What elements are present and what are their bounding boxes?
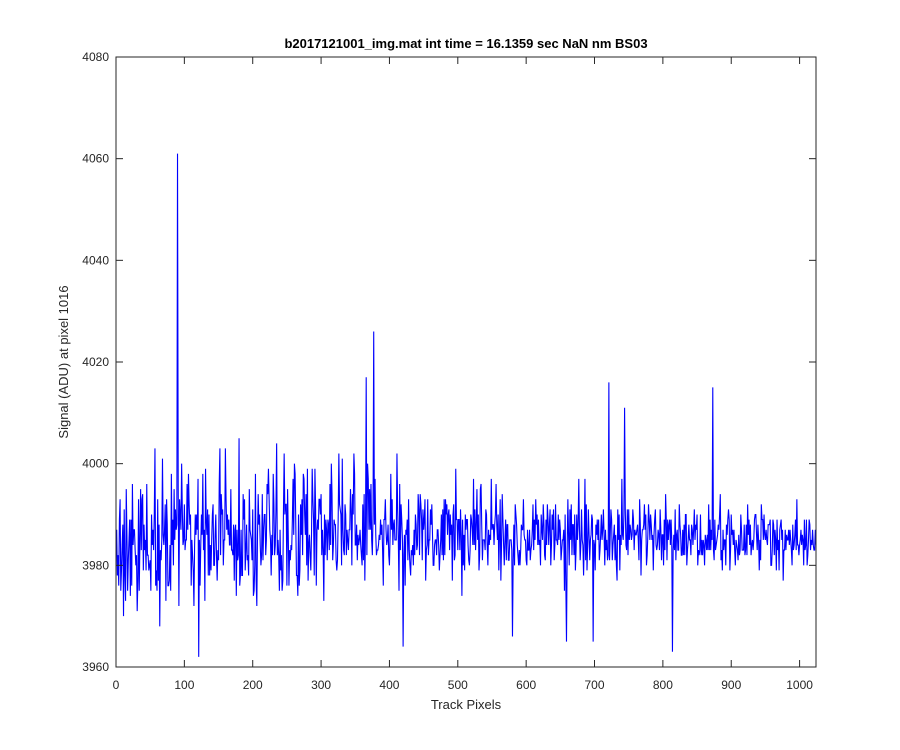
- x-tick-label: 700: [585, 678, 605, 692]
- x-axis-label: Track Pixels: [431, 697, 502, 712]
- x-tick-label: 500: [448, 678, 468, 692]
- x-axis: 0 100 200 300 400 500 600 700 800 900 1000: [113, 57, 813, 692]
- x-tick-label: 1000: [786, 678, 813, 692]
- x-tick-label: 600: [516, 678, 536, 692]
- y-axis: 3960 3980 4000 4020 4040 4060 4080: [82, 50, 816, 674]
- y-tick-label: 4020: [82, 355, 109, 369]
- chart-title: b2017121001_img.mat int time = 16.1359 s…: [284, 36, 647, 51]
- axes-background: [116, 57, 816, 667]
- y-tick-label: 3960: [82, 660, 109, 674]
- series-layer: [116, 153, 816, 657]
- y-axis-label: Signal (ADU) at pixel 1016: [56, 285, 71, 438]
- y-tick-label: 4040: [82, 253, 109, 267]
- series-line: [116, 153, 816, 657]
- y-tick-label: 4060: [82, 152, 109, 166]
- x-tick-label: 100: [174, 678, 194, 692]
- x-tick-label: 0: [113, 678, 120, 692]
- x-tick-label: 900: [721, 678, 741, 692]
- x-tick-label: 300: [311, 678, 331, 692]
- y-tick-label: 4080: [82, 50, 109, 64]
- x-tick-label: 200: [243, 678, 263, 692]
- x-tick-label: 400: [379, 678, 399, 692]
- y-tick-label: 4000: [82, 457, 109, 471]
- x-tick-label: 800: [653, 678, 673, 692]
- y-tick-label: 3980: [82, 558, 109, 572]
